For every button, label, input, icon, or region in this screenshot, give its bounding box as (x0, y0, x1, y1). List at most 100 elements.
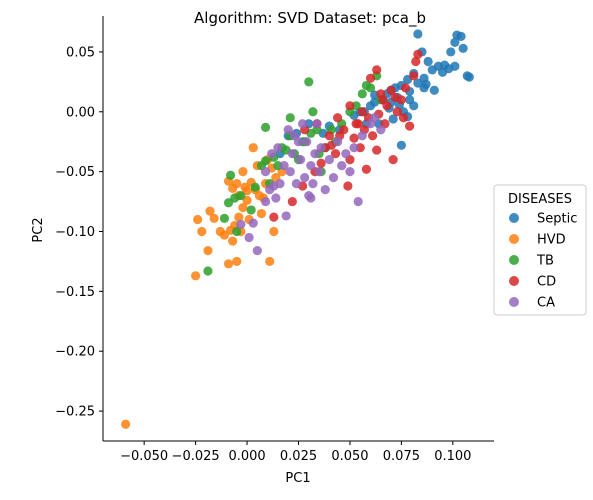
point-tb-5 (236, 190, 246, 201)
point-tb-1 (219, 213, 230, 223)
point-ca-0 (236, 219, 246, 229)
x-tick-label: −0.050 (120, 449, 168, 464)
point-cd-12 (349, 133, 359, 143)
point-hvd-1 (191, 271, 201, 281)
point-cd-39 (376, 89, 386, 99)
legend-marker-hvd (509, 234, 519, 244)
point-hvd-24 (269, 226, 279, 237)
point-hvd-39 (242, 186, 252, 196)
point-cd-24 (392, 107, 402, 117)
point-cd-18 (372, 145, 382, 155)
point-cd-28 (409, 71, 419, 81)
point-septic-27 (365, 101, 376, 111)
point-ca-21 (310, 149, 320, 159)
y-tick-label: −0.25 (55, 405, 95, 420)
point-cd-29 (411, 56, 421, 67)
point-ca-9 (279, 161, 289, 171)
point-ca-44 (312, 119, 322, 129)
point-ca-19 (306, 161, 316, 171)
point-cd-30 (413, 49, 423, 59)
point-ca-17 (302, 137, 312, 147)
point-ca-27 (333, 137, 343, 147)
point-tb-21 (308, 107, 318, 117)
point-ca-14 (291, 179, 302, 189)
point-septic-2 (456, 31, 466, 41)
point-cd-4 (316, 158, 326, 168)
point-ca-22 (314, 167, 324, 177)
point-ca-31 (349, 143, 359, 153)
point-ca-20 (308, 179, 318, 189)
legend-marker-septic (509, 213, 519, 223)
point-cd-35 (333, 113, 343, 123)
point-hvd-9 (228, 236, 238, 246)
legend-items: Septic HVD TB CD CA (509, 212, 577, 311)
point-tb-7 (250, 182, 260, 192)
axes-layer: −0.050 −0.025 0.000 0.025 0.050 0.075 0.100 0.0… (55, 16, 494, 464)
point-cd-27 (405, 121, 415, 131)
point-septic-3 (450, 37, 460, 47)
point-ca-23 (316, 143, 326, 153)
point-cd-44 (345, 101, 355, 111)
point-ca-25 (324, 155, 334, 165)
y-tick-label: −0.20 (55, 345, 95, 360)
point-septic-5 (446, 47, 456, 57)
point-ca-1 (244, 232, 254, 243)
point-septic-30 (388, 114, 398, 124)
chart-title: Algorithm: SVD Dataset: pca_b (194, 9, 426, 28)
x-tick-label: 0.050 (331, 449, 368, 464)
point-cd-22 (386, 85, 396, 95)
point-ca-32 (353, 196, 363, 207)
point-tb-39 (232, 226, 242, 237)
y-tick-label: −0.10 (55, 225, 95, 240)
point-tb-19 (304, 77, 314, 87)
point-septic-45 (429, 85, 439, 95)
y-tick-label: 0.05 (66, 45, 95, 60)
point-cd-10 (343, 181, 353, 191)
legend-title: DISEASES (508, 192, 572, 207)
point-ca-11 (285, 167, 295, 177)
point-ca-30 (345, 167, 355, 177)
point-ca-6 (267, 149, 277, 159)
point-ca-7 (271, 193, 281, 203)
point-cd-32 (365, 73, 376, 83)
point-cd-0 (269, 212, 279, 222)
point-hvd-25 (265, 256, 275, 267)
point-ca-24 (320, 184, 330, 195)
point-septic-43 (396, 140, 406, 150)
x-axis-label: PC1 (285, 471, 310, 486)
point-ca-42 (306, 193, 316, 203)
point-cd-43 (400, 83, 411, 93)
point-tb-32 (365, 83, 376, 93)
point-hvd-8 (232, 256, 242, 267)
point-tb-3 (225, 170, 236, 180)
point-tb-30 (357, 89, 367, 99)
x-tick-label: 0.025 (280, 449, 317, 464)
point-hvd-4 (209, 213, 219, 223)
point-ca-3 (252, 246, 262, 256)
point-cd-21 (382, 101, 392, 111)
point-ca-28 (337, 161, 347, 171)
point-septic-6 (423, 56, 433, 67)
point-tb-35 (260, 122, 271, 132)
point-hvd-36 (256, 208, 267, 219)
point-cd-7 (330, 149, 341, 159)
x-tick-label: 0.100 (434, 449, 471, 464)
point-cd-33 (361, 164, 372, 174)
point-hvd-35 (193, 214, 203, 225)
point-cd-36 (324, 131, 334, 141)
x-tick-label: −0.025 (172, 449, 220, 464)
point-ca-38 (273, 143, 283, 153)
point-ca-12 (287, 149, 297, 159)
point-ca-36 (376, 125, 386, 135)
point-tb-0 (203, 266, 213, 276)
point-cd-42 (390, 92, 400, 103)
legend-label-hvd: HVD (537, 233, 566, 248)
point-tb-9 (260, 156, 271, 166)
point-septic-18 (413, 78, 423, 88)
point-hvd-3 (205, 206, 215, 216)
point-hvd-7 (223, 259, 234, 269)
point-tb-6 (246, 205, 256, 215)
point-hvd-34 (197, 226, 207, 237)
point-cd-34 (351, 119, 361, 129)
point-ca-16 (300, 173, 310, 183)
